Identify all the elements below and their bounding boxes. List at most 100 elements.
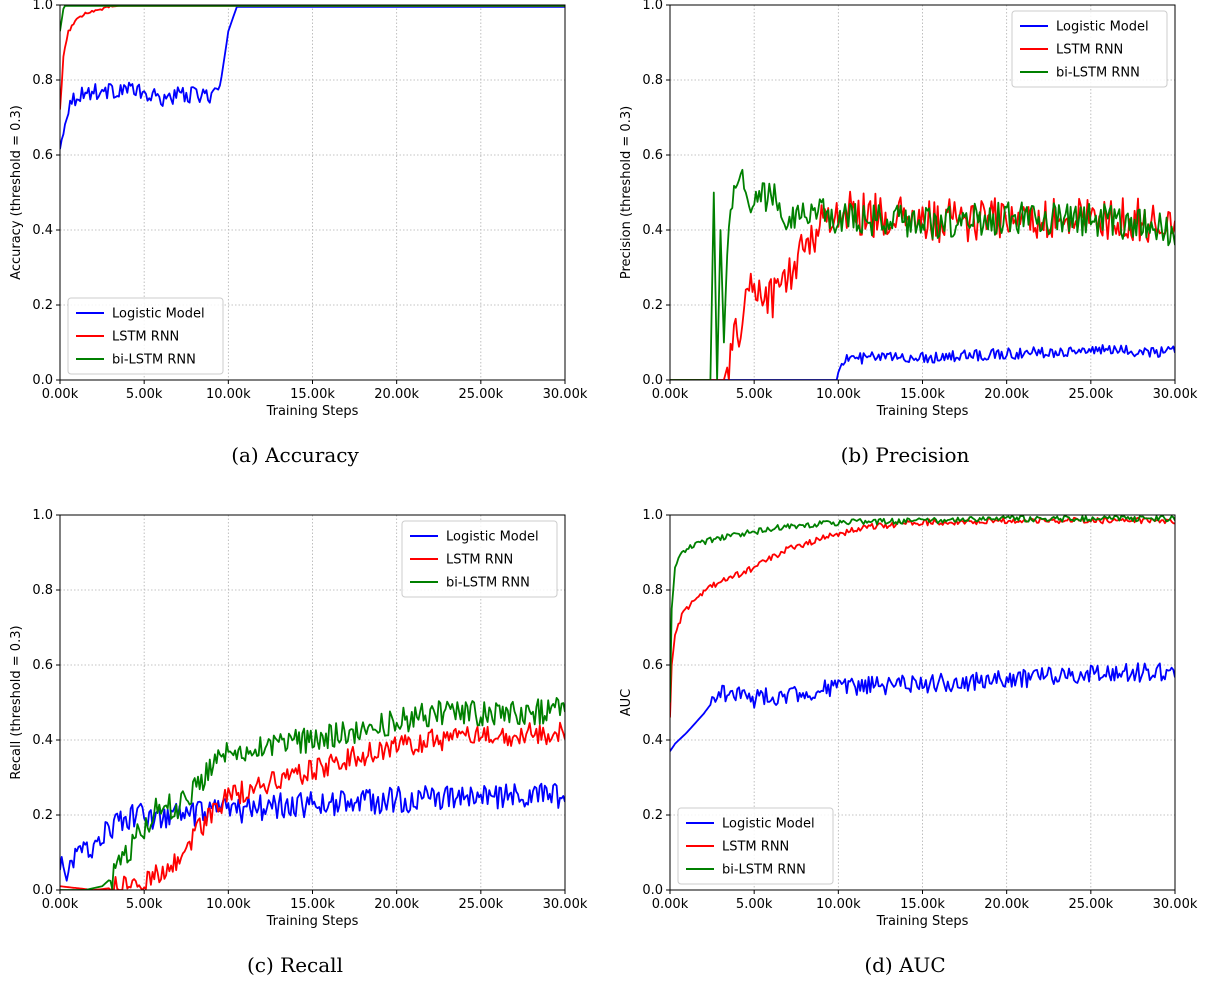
x-tick-label: 20.00k <box>984 897 1029 912</box>
y-tick-label: 0.4 <box>32 223 53 238</box>
series-line-logistic <box>60 6 565 150</box>
y-tick-label: 0.6 <box>642 148 663 163</box>
x-tick-label: 0.00k <box>652 897 689 912</box>
y-tick-label: 1.0 <box>32 508 53 523</box>
x-tick-label: 30.00k <box>543 897 588 912</box>
x-tick-label: 10.00k <box>816 897 861 912</box>
y-tick-label: 0.8 <box>642 73 663 88</box>
series-line-bilstm <box>670 515 1175 703</box>
x-tick-label: 5.00k <box>126 387 163 402</box>
precision-chart-svg: 0.00k 5.00k 10.00k 15.00k 20.00k 25.00k 30.00k… <box>619 0 1198 419</box>
legend-label: bi-LSTM RNN <box>1056 66 1140 81</box>
x-tick-label: 0.00k <box>42 387 79 402</box>
accuracy-chart: 0.00k 5.00k 10.00k 15.00k 20.00k 25.00k 30.00k… <box>0 0 600 435</box>
y-tick-label: 0.0 <box>642 373 663 388</box>
x-tick-label: 0.00k <box>652 387 689 402</box>
legend-label: LSTM RNN <box>722 840 789 855</box>
x-tick-label: 30.00k <box>1153 897 1198 912</box>
x-tick-label: 15.00k <box>290 897 335 912</box>
series-group <box>60 5 565 150</box>
y-tick-label: 0.6 <box>32 658 53 673</box>
y-tick-label: 0.6 <box>642 658 663 673</box>
recall-chart: 0.00k 5.00k 10.00k 15.00k 20.00k 25.00k 30.00k… <box>0 500 600 945</box>
x-tick-label: 5.00k <box>736 387 773 402</box>
legend-box <box>67 297 224 375</box>
y-tick-label: 0.8 <box>642 583 663 598</box>
x-tick-label: 30.00k <box>543 387 588 402</box>
x-tick-label: 30.00k <box>1153 387 1198 402</box>
y-tick-label: 0.8 <box>32 73 53 88</box>
x-tick-label: 25.00k <box>1068 897 1113 912</box>
x-axis-label: Training Steps <box>266 914 359 929</box>
y-tick-label: 0.0 <box>32 373 53 388</box>
y-tick-label: 0.2 <box>642 298 663 313</box>
series-line-logistic <box>60 782 565 882</box>
series-group <box>670 168 1175 380</box>
series-line-bilstm <box>670 168 1175 380</box>
auc-caption: (d) AUC <box>864 953 946 977</box>
x-tick-label: 20.00k <box>984 387 1029 402</box>
legend-label: bi-LSTM RNN <box>722 863 806 878</box>
y-tick-label: 1.0 <box>32 0 53 13</box>
x-tick-label: 5.00k <box>736 897 773 912</box>
legend: Logistic Model LSTM RNN bi-LSTM RNN <box>401 520 558 598</box>
x-tick-label: 20.00k <box>374 897 419 912</box>
x-tick-label: 10.00k <box>206 387 251 402</box>
x-tick-label: 15.00k <box>290 387 335 402</box>
legend: Logistic Model LSTM RNN bi-LSTM RNN <box>67 297 224 375</box>
x-axis-label: Training Steps <box>876 404 969 419</box>
series-line-bilstm <box>60 5 565 32</box>
series-group <box>670 515 1175 752</box>
legend-label: Logistic Model <box>722 817 815 832</box>
auc-chart: 0.00k 5.00k 10.00k 15.00k 20.00k 25.00k 30.00k… <box>610 500 1210 945</box>
x-axis-label: Training Steps <box>876 914 969 929</box>
x-tick-label: 5.00k <box>126 897 163 912</box>
y-axis-label: Precision (threshold = 0.3) <box>619 106 634 279</box>
x-tick-label: 0.00k <box>42 897 79 912</box>
x-tick-label: 10.00k <box>206 897 251 912</box>
x-axis-label: Training Steps <box>266 404 359 419</box>
y-tick-label: 0.0 <box>642 883 663 898</box>
x-tick-label: 25.00k <box>458 387 503 402</box>
legend-label: bi-LSTM RNN <box>446 576 530 591</box>
legend-label: Logistic Model <box>1056 20 1149 35</box>
legend-label: LSTM RNN <box>446 553 513 568</box>
series-line-bilstm <box>60 696 565 890</box>
y-tick-label: 0.4 <box>642 733 663 748</box>
series-line-logistic <box>670 344 1175 380</box>
legend-label: Logistic Model <box>112 307 205 322</box>
x-tick-label: 15.00k <box>900 387 945 402</box>
recall-chart-svg: 0.00k 5.00k 10.00k 15.00k 20.00k 25.00k 30.00k… <box>9 508 588 929</box>
y-tick-label: 0.0 <box>32 883 53 898</box>
legend-box <box>401 520 558 598</box>
y-tick-label: 0.2 <box>32 298 53 313</box>
legend-label: LSTM RNN <box>1056 43 1123 58</box>
y-tick-label: 0.6 <box>32 148 53 163</box>
x-tick-label: 15.00k <box>900 897 945 912</box>
y-tick-label: 1.0 <box>642 0 663 13</box>
legend-label: Logistic Model <box>446 530 539 545</box>
y-axis-label: Recall (threshold = 0.3) <box>9 625 24 779</box>
legend: Logistic Model LSTM RNN bi-LSTM RNN <box>677 807 834 885</box>
x-tick-label: 10.00k <box>816 387 861 402</box>
legend-label: bi-LSTM RNN <box>112 353 196 368</box>
x-tick-label: 25.00k <box>458 897 503 912</box>
y-tick-label: 0.4 <box>32 733 53 748</box>
accuracy-caption: (a) Accuracy <box>231 443 359 467</box>
y-tick-label: 0.2 <box>32 808 53 823</box>
legend-box <box>1011 10 1168 88</box>
precision-caption: (b) Precision <box>840 443 970 467</box>
legend: Logistic Model LSTM RNN bi-LSTM RNN <box>1011 10 1168 88</box>
auc-chart-svg: 0.00k 5.00k 10.00k 15.00k 20.00k 25.00k 30.00k… <box>619 508 1198 929</box>
y-tick-label: 0.2 <box>642 808 663 823</box>
series-line-logistic <box>670 662 1175 752</box>
x-tick-label: 25.00k <box>1068 387 1113 402</box>
y-tick-label: 1.0 <box>642 508 663 523</box>
legend-label: LSTM RNN <box>112 330 179 345</box>
legend-box <box>677 807 834 885</box>
accuracy-chart-svg: 0.00k 5.00k 10.00k 15.00k 20.00k 25.00k 30.00k… <box>9 0 588 419</box>
series-group <box>60 696 565 890</box>
series-line-lstm <box>60 721 565 890</box>
y-tick-label: 0.4 <box>642 223 663 238</box>
y-axis-label: Accuracy (threshold = 0.3) <box>9 105 24 280</box>
